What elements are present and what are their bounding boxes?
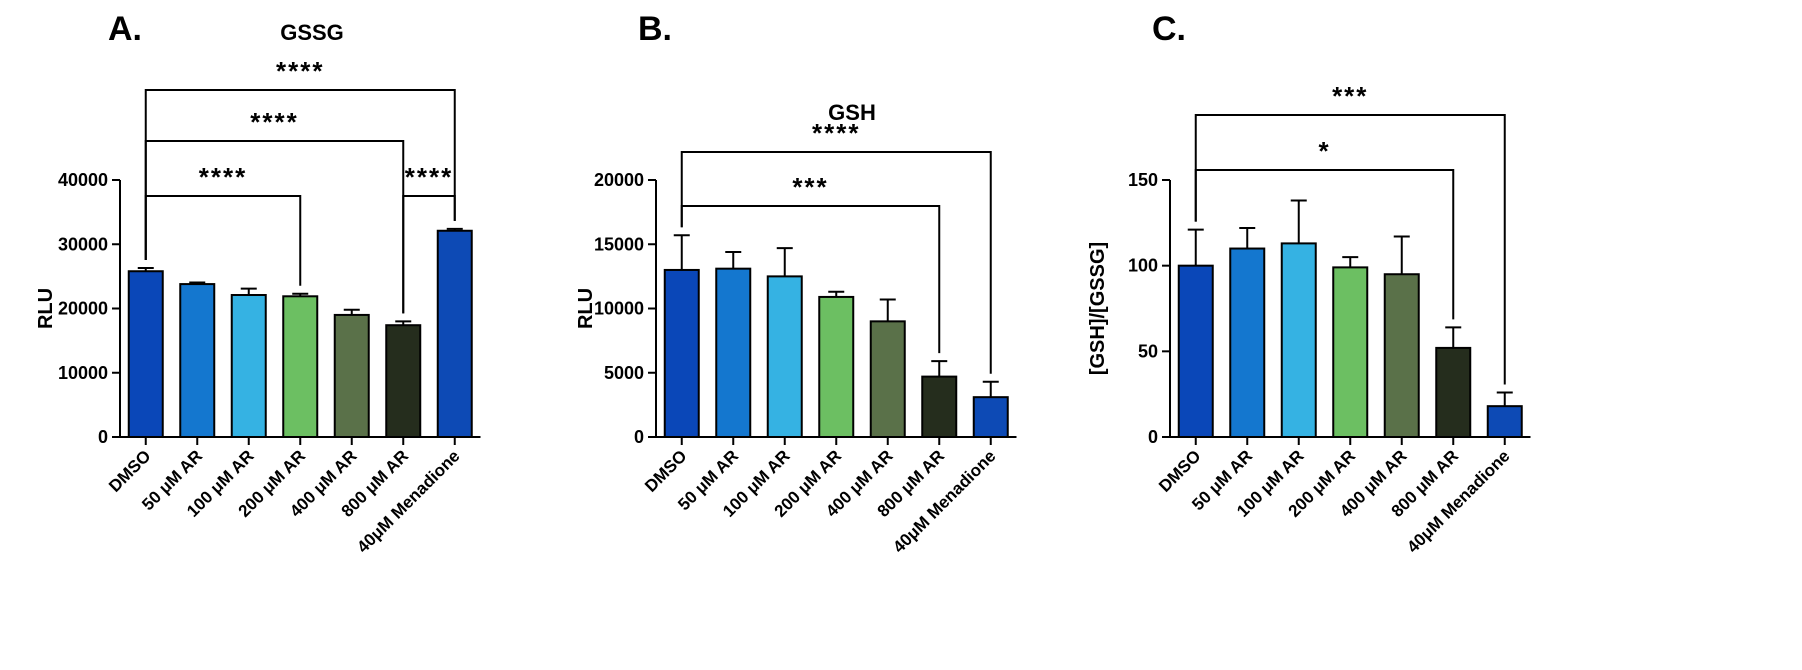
y-tick-label: 40000 (58, 170, 108, 190)
bar (179, 283, 216, 438)
chart-title: GSSG (280, 20, 344, 45)
bar (1177, 264, 1214, 438)
chart-title: GSH (828, 100, 876, 125)
significance-label: **** (199, 162, 247, 192)
panel-letter: A. (108, 10, 142, 48)
y-tick-label: 15000 (594, 234, 644, 254)
bar (333, 313, 370, 438)
bar (436, 229, 473, 438)
bar (921, 375, 958, 439)
significance-label: * (1318, 136, 1330, 166)
y-tick-label: 10000 (58, 363, 108, 383)
bar (1486, 405, 1523, 439)
y-tick-label: 5000 (604, 363, 644, 383)
bar (1229, 247, 1266, 438)
bar (972, 396, 1009, 439)
bar (663, 268, 700, 439)
bar (282, 295, 319, 439)
y-tick-label: 20000 (58, 299, 108, 319)
bar (766, 275, 803, 438)
bar (385, 324, 422, 438)
bar (127, 270, 164, 438)
significance-bracket (144, 195, 302, 286)
significance-label: **** (250, 107, 298, 137)
y-tick-label: 30000 (58, 234, 108, 254)
significance-label: *** (792, 172, 828, 202)
bar (1332, 266, 1369, 438)
panel-letter: B. (638, 10, 672, 48)
y-tick-label: 0 (1148, 427, 1158, 447)
significance-label: **** (405, 162, 453, 192)
bar (818, 295, 855, 438)
x-tick-label: DMSO (105, 446, 154, 495)
significance-label: *** (1332, 81, 1368, 111)
y-tick-label: 100 (1128, 256, 1158, 276)
significance-bracket (144, 89, 456, 261)
bar (869, 320, 906, 439)
bar (230, 294, 267, 438)
bar (1383, 273, 1420, 438)
x-tick-label: DMSO (1155, 446, 1204, 495)
bar (1435, 346, 1472, 439)
y-axis-label: [GSH]/[GSSG] (1087, 242, 1109, 375)
y-axis-label: RLU (35, 288, 57, 329)
significance-bracket (1194, 114, 1506, 385)
y-tick-label: 150 (1128, 170, 1158, 190)
significance-label: **** (812, 118, 860, 148)
significance-label: **** (276, 56, 324, 86)
y-tick-label: 0 (98, 427, 108, 447)
x-tick-label: DMSO (641, 446, 690, 495)
significance-bracket (680, 151, 992, 374)
bar (715, 267, 752, 439)
bar (1280, 242, 1317, 438)
panel-letter: C. (1152, 10, 1186, 48)
y-tick-label: 0 (634, 427, 644, 447)
y-tick-label: 10000 (594, 299, 644, 319)
y-axis-label: RLU (575, 288, 597, 329)
y-tick-label: 20000 (594, 170, 644, 190)
y-tick-label: 50 (1138, 341, 1158, 361)
